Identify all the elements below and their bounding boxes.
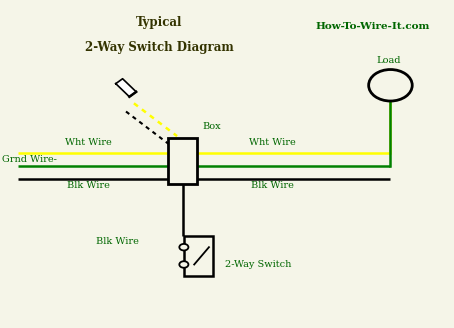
Bar bbox=[168, 138, 197, 184]
Text: Wht Wire: Wht Wire bbox=[65, 138, 112, 147]
Text: How-To-Wire-It.com: How-To-Wire-It.com bbox=[315, 22, 429, 31]
Text: Box: Box bbox=[202, 122, 221, 131]
Circle shape bbox=[179, 261, 188, 268]
Text: Blk Wire: Blk Wire bbox=[67, 181, 110, 190]
Text: Typical: Typical bbox=[136, 16, 182, 30]
Polygon shape bbox=[116, 79, 136, 97]
Text: Blk Wire: Blk Wire bbox=[251, 181, 294, 190]
Text: Wht Wire: Wht Wire bbox=[249, 138, 296, 147]
Text: Blk Wire: Blk Wire bbox=[96, 236, 138, 246]
Text: 2-Way Switch Diagram: 2-Way Switch Diagram bbox=[84, 41, 233, 54]
Text: Grnd Wire-: Grnd Wire- bbox=[2, 154, 57, 164]
Text: 2-Way Switch: 2-Way Switch bbox=[225, 259, 291, 269]
Circle shape bbox=[179, 244, 188, 251]
Text: Load: Load bbox=[376, 56, 400, 65]
Bar bbox=[184, 236, 213, 276]
